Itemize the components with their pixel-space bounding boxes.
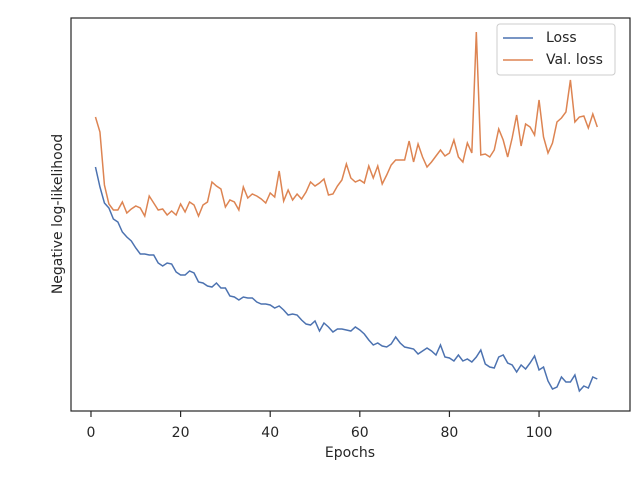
plot-frame: [70, 17, 631, 412]
legend-box: [496, 23, 616, 76]
x-tick-label: 60: [351, 425, 369, 441]
y-axis-label: Negative log-likelihood: [50, 134, 66, 294]
x-tick-label: 100: [526, 425, 553, 441]
line-series: [94, 166, 598, 393]
x-axis-label: Epochs: [325, 445, 375, 461]
x-tick-label: 80: [441, 425, 459, 441]
legend-label: Val. loss: [546, 52, 603, 68]
x-tick-label: 40: [261, 425, 279, 441]
x-tick-label: 20: [172, 425, 190, 441]
line-series: [94, 31, 599, 219]
x-tick-label: 0: [87, 425, 96, 441]
legend-label: Loss: [546, 30, 577, 46]
